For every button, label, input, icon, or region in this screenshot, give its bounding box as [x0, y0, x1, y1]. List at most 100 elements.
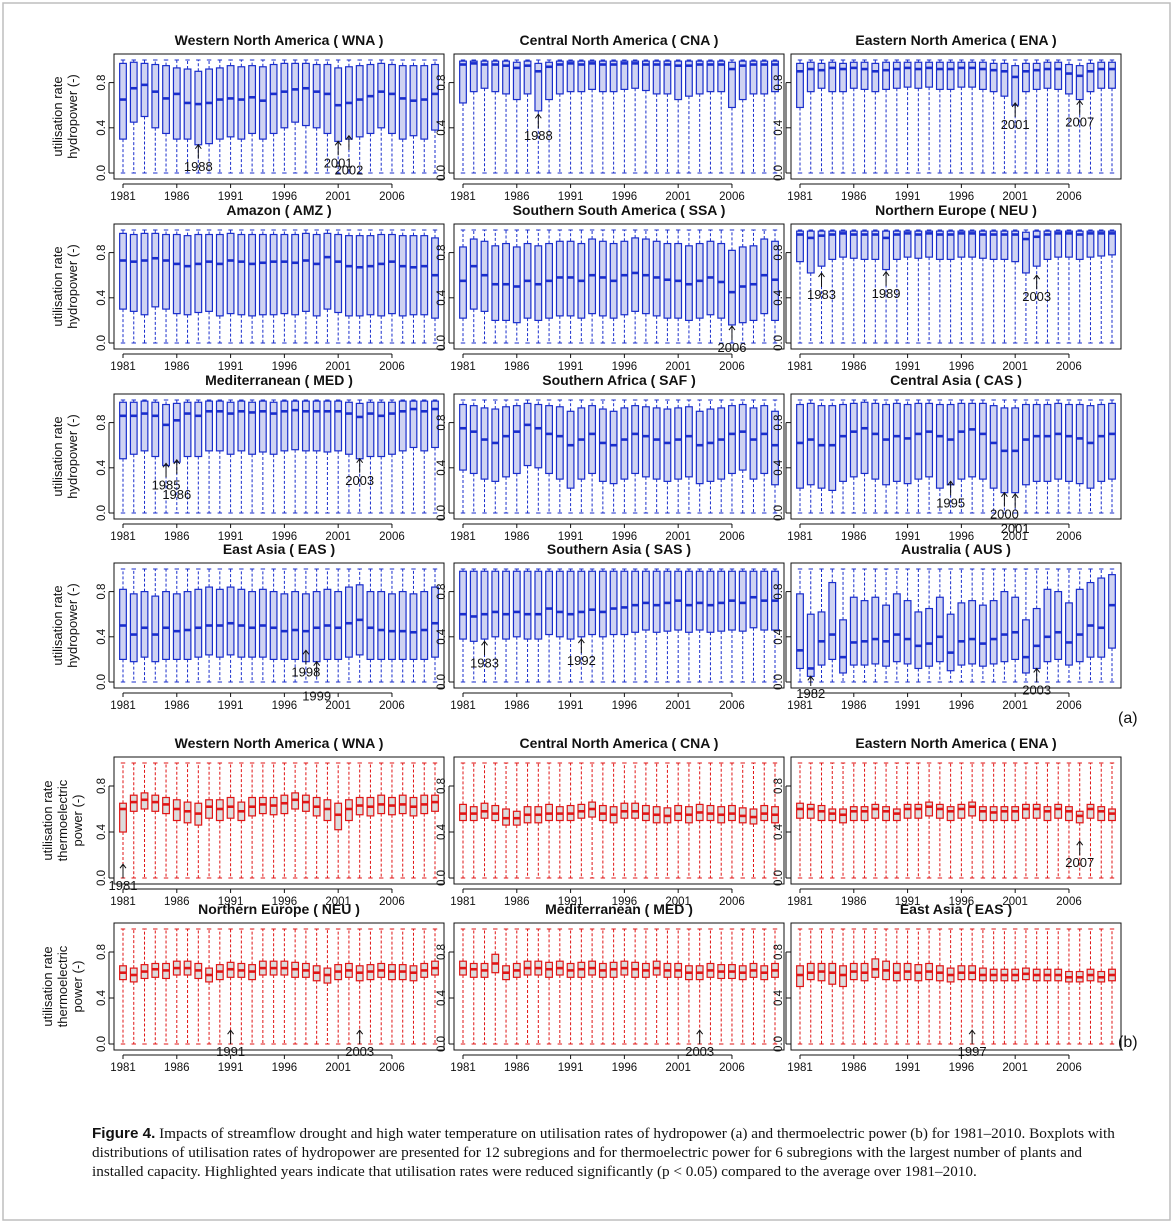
panel-hydro-2-box — [588, 60, 597, 90]
panel-hydro-3-annotation-label: 2001 — [1001, 117, 1030, 132]
panel-hydro-9-box — [1032, 403, 1041, 482]
panel-hydro-2-annotation-arrowhead — [534, 113, 542, 119]
panel-hydro-10-box — [258, 588, 267, 658]
panel-hydro-2-box — [760, 60, 769, 95]
panel-thermo-6-title: East Asia ( EAS ) — [900, 901, 1012, 917]
panel-hydro-2-xtick-label: 1996 — [612, 191, 638, 203]
panel-thermo-3-ytick-label: 0.8 — [773, 778, 785, 794]
panel-hydro-9-box — [946, 403, 955, 486]
panel-hydro-6-box — [849, 230, 858, 259]
panels: Western North America ( WNA ) 0.0 0.4 0.8 19… — [40, 32, 1122, 1074]
panel-thermo-6-xtick-label: 2006 — [1056, 1062, 1082, 1074]
figure-caption-text: Impacts of streamflow drought and high w… — [92, 1125, 1115, 1180]
panel-hydro-2-box — [771, 60, 779, 93]
panel-hydro-2-box — [555, 60, 564, 95]
panel-hydro-6-box — [839, 230, 847, 258]
panel-hydro-8-box — [717, 407, 726, 480]
panel-hydro-4-xtick-label: 2001 — [325, 361, 351, 373]
panel-hydro-3-xtick-label: 1986 — [841, 191, 867, 203]
panel-hydro-2-plot-frame — [453, 53, 785, 180]
panel-thermo-3-box — [849, 806, 858, 822]
panel-hydro-6-xtick-label: 1996 — [949, 361, 975, 373]
panel-hydro-11-box — [534, 570, 543, 640]
panel-thermo-4-xtick-label: 2001 — [325, 1062, 351, 1074]
panel-hydro-1-box — [194, 70, 203, 146]
panel-hydro-12-box — [1065, 602, 1073, 666]
panel-hydro-1-box — [119, 62, 127, 140]
panel-hydro-11-box — [652, 570, 661, 633]
panel-hydro-8-box — [620, 407, 629, 480]
panel-thermo-3-box — [1065, 806, 1073, 822]
panel-hydro-5-box — [620, 240, 629, 316]
panel-hydro-10-box — [280, 593, 289, 660]
panel-hydro-8-xtick-label: 1986 — [504, 531, 530, 543]
panel-hydro-4-ytick-label: 0.8 — [96, 245, 108, 261]
panel-hydro-10-box — [388, 593, 396, 660]
panel-hydro-9-box — [817, 405, 826, 489]
panel-hydro-1: Western North America ( WNA ) 0.0 0.4 0.8 19… — [96, 32, 445, 203]
panel-hydro-6-annotation-arrowhead — [882, 270, 890, 277]
panel-hydro-2-box — [523, 60, 532, 95]
panel-hydro-4-box — [226, 232, 235, 315]
panel-thermo-1-xtick-label: 2001 — [325, 896, 351, 908]
panel-hydro-1-box — [301, 62, 310, 127]
panel-hydro-2-box — [459, 60, 467, 104]
panel-hydro-9-box — [914, 402, 923, 480]
panel-hydro-7-box — [366, 401, 375, 458]
panel-hydro-11-box — [469, 570, 478, 642]
panel-hydro-7-box — [269, 401, 278, 455]
panel-hydro-3-xtick-label: 1996 — [949, 191, 975, 203]
panel-hydro-3-box — [914, 61, 923, 89]
panel-hydro-11-ytick-label: 0.0 — [436, 674, 448, 690]
panel-hydro-3-box — [806, 61, 815, 93]
panel-thermo-5-plot-frame — [453, 922, 785, 1051]
panel-hydro-3-box — [871, 62, 880, 93]
panel-hydro-9-title: Central Asia ( CAS ) — [890, 372, 1022, 388]
panel-hydro-5-xtick-label: 1986 — [504, 361, 530, 373]
panel-hydro-11-box — [577, 570, 586, 638]
panel-hydro-7-box — [291, 400, 300, 451]
panel-hydro-12-box — [1043, 588, 1052, 663]
panel-thermo-3-box — [806, 803, 815, 819]
panel-hydro-7-box — [226, 401, 235, 455]
panel-hydro-5-xtick-label: 1991 — [558, 361, 584, 373]
panel-hydro-7-box — [280, 400, 289, 452]
panel-hydro-6-box — [871, 230, 880, 260]
panel-hydro-11-xtick-label: 1981 — [450, 700, 476, 712]
ylabel-hydro-row4: utilisation rate — [50, 585, 65, 665]
panel-thermo-3-box — [968, 801, 977, 817]
panel-thermo-3-box — [946, 806, 955, 822]
panel-hydro-7-box — [151, 401, 160, 458]
panel-hydro-12-annotation-arrowhead — [807, 675, 815, 681]
panel-hydro-7-annotation-label: 2003 — [345, 473, 374, 488]
panel-hydro-11-xtick-label: 2001 — [665, 700, 691, 712]
panel-hydro-3-box — [903, 61, 912, 88]
panel-hydro-4-box — [248, 233, 257, 317]
panel-hydro-5-box — [502, 242, 510, 321]
panel-hydro-7-plot-frame — [113, 393, 445, 520]
panel-hydro-12-ytick-label: 0.0 — [773, 674, 785, 690]
panel-thermo-3-box — [914, 803, 923, 819]
panel-hydro-6-ytick-label: 0.8 — [773, 245, 785, 261]
panel-hydro-6-xtick-label: 2001 — [1002, 361, 1028, 373]
panel-hydro-11-annotation-label: 1992 — [567, 653, 596, 668]
panel-thermo-2-title: Central North America ( CNA ) — [520, 735, 719, 751]
panel-hydro-10-xtick-label: 1986 — [164, 700, 190, 712]
panel-hydro-7-xtick-label: 1981 — [110, 531, 136, 543]
panel-thermo-4-ytick-label: 0.8 — [96, 944, 108, 960]
panel-hydro-4-box — [312, 233, 321, 317]
panel-thermo-3-plot-frame — [790, 756, 1122, 885]
panel-thermo-4-xtick-label: 2006 — [379, 1062, 405, 1074]
panel-hydro-7-annotation-label: 1985 — [152, 477, 181, 492]
panel-hydro-8-box — [502, 406, 510, 478]
panel-hydro-2-box — [491, 60, 500, 93]
panel-hydro-12-box — [935, 596, 944, 663]
panel-hydro-6-annotation-arrowhead — [818, 272, 825, 278]
panel-thermo-5-ytick-label: 0.4 — [436, 989, 448, 1006]
panel-hydro-6-box — [796, 230, 804, 263]
panel-hydro-11-box — [717, 570, 726, 632]
panel-hydro-5-xtick-label: 2006 — [719, 361, 745, 373]
panel-hydro-2-ytick-label: 0.8 — [436, 75, 448, 91]
panel-hydro-6-box — [1000, 230, 1009, 260]
